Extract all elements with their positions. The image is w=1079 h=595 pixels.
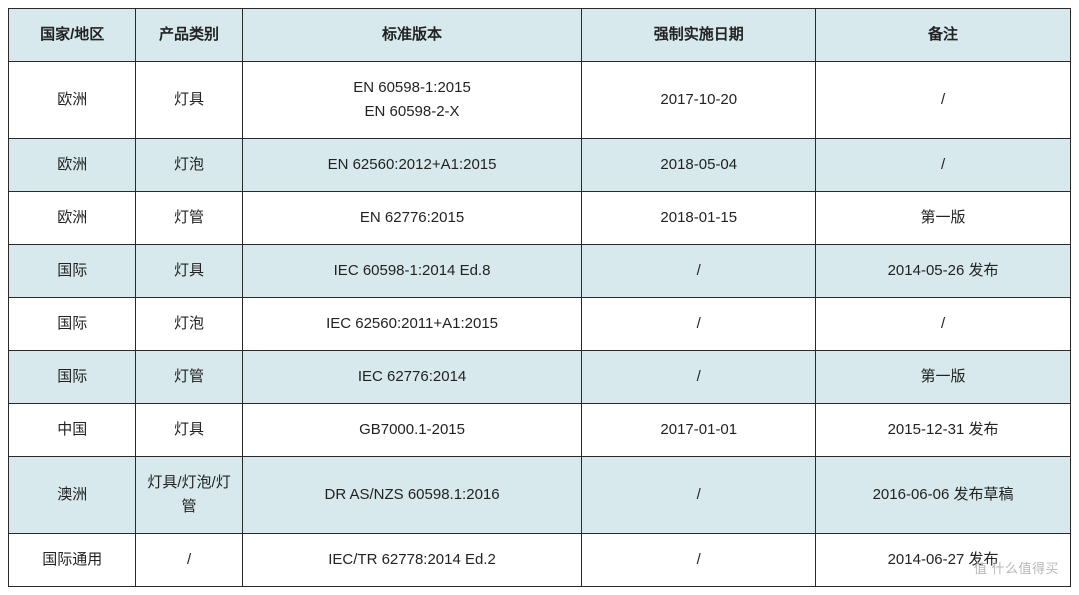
cell-standard: IEC/TR 62778:2014 Ed.2 (242, 534, 582, 587)
cell-date: / (582, 245, 816, 298)
cell-standard: EN 62776:2015 (242, 192, 582, 245)
cell-category: 灯具 (136, 62, 242, 139)
cell-note: 第一版 (816, 351, 1071, 404)
cell-region: 欧洲 (9, 62, 136, 139)
standard-line: IEC/TR 62778:2014 Ed.2 (249, 548, 576, 572)
col-header-note: 备注 (816, 9, 1071, 62)
cell-category: 灯泡 (136, 139, 242, 192)
cell-region: 国际 (9, 298, 136, 351)
table-row: 欧洲灯管 EN 62776:20152018-01-15第一版 (9, 192, 1071, 245)
col-header-standard: 标准版本 (242, 9, 582, 62)
col-header-category: 产品类别 (136, 9, 242, 62)
col-header-region: 国家/地区 (9, 9, 136, 62)
cell-standard: IEC 62776:2014 (242, 351, 582, 404)
cell-standard: EN 60598-1:2015EN 60598-2-X (242, 62, 582, 139)
cell-category: 灯具 (136, 245, 242, 298)
cell-date: / (582, 298, 816, 351)
table-row: 欧洲灯具EN 60598-1:2015EN 60598-2-X2017-10-2… (9, 62, 1071, 139)
table-row: 国际通用/IEC/TR 62778:2014 Ed.2/2014-06-27 发… (9, 534, 1071, 587)
cell-region: 澳洲 (9, 457, 136, 534)
table-row: 中国灯具 GB7000.1-20152017-01-012015-12-31 发布 (9, 404, 1071, 457)
table-body: 欧洲灯具EN 60598-1:2015EN 60598-2-X2017-10-2… (9, 62, 1071, 587)
cell-note: 2014-06-27 发布 (816, 534, 1071, 587)
cell-category: 灯泡 (136, 298, 242, 351)
table-row: 国际灯管 IEC 62776:2014/第一版 (9, 351, 1071, 404)
standard-line: EN 60598-1:2015 (249, 76, 576, 100)
cell-category: 灯管 (136, 192, 242, 245)
cell-region: 欧洲 (9, 139, 136, 192)
table-row: 国际灯具 IEC 60598-1:2014 Ed.8/2014-05-26 发布 (9, 245, 1071, 298)
standard-line: DR AS/NZS 60598.1:2016 (249, 483, 576, 507)
cell-region: 国际 (9, 351, 136, 404)
cell-region: 国际 (9, 245, 136, 298)
cell-category: 灯具 (136, 404, 242, 457)
standard-line: IEC 62776:2014 (249, 365, 576, 389)
cell-standard: IEC 62560:2011+A1:2015 (242, 298, 582, 351)
cell-category: / (136, 534, 242, 587)
table-row: 国际灯泡IEC 62560:2011+A1:2015// (9, 298, 1071, 351)
standard-line: IEC 62560:2011+A1:2015 (249, 312, 576, 336)
cell-date: 2018-01-15 (582, 192, 816, 245)
cell-date: 2018-05-04 (582, 139, 816, 192)
cell-region: 中国 (9, 404, 136, 457)
cell-date: 2017-10-20 (582, 62, 816, 139)
standard-line: EN 62560:2012+A1:2015 (249, 153, 576, 177)
cell-note: / (816, 62, 1071, 139)
cell-date: / (582, 351, 816, 404)
standard-line: EN 60598-2-X (249, 100, 576, 124)
cell-standard: GB7000.1-2015 (242, 404, 582, 457)
table-row: 欧洲灯泡 EN 62560:2012+A1:20152018-05-04/ (9, 139, 1071, 192)
cell-note: 2014-05-26 发布 (816, 245, 1071, 298)
standard-line: EN 62776:2015 (249, 206, 576, 230)
cell-category: 灯具/灯泡/灯管 (136, 457, 242, 534)
standard-line: IEC 60598-1:2014 Ed.8 (249, 259, 576, 283)
standards-table: 国家/地区 产品类别 标准版本 强制实施日期 备注 欧洲灯具EN 60598-1… (8, 8, 1071, 587)
table-row: 澳洲灯具/灯泡/灯管 DR AS/NZS 60598.1:2016/2016-06… (9, 457, 1071, 534)
cell-date: / (582, 457, 816, 534)
cell-note: / (816, 298, 1071, 351)
col-header-date: 强制实施日期 (582, 9, 816, 62)
cell-standard: EN 62560:2012+A1:2015 (242, 139, 582, 192)
cell-note: 2016-06-06 发布草稿 (816, 457, 1071, 534)
standard-line: GB7000.1-2015 (249, 418, 576, 442)
table-container: 国家/地区 产品类别 标准版本 强制实施日期 备注 欧洲灯具EN 60598-1… (8, 8, 1071, 587)
cell-region: 国际通用 (9, 534, 136, 587)
cell-date: / (582, 534, 816, 587)
cell-category: 灯管 (136, 351, 242, 404)
cell-note: 2015-12-31 发布 (816, 404, 1071, 457)
cell-note: 第一版 (816, 192, 1071, 245)
cell-standard: DR AS/NZS 60598.1:2016 (242, 457, 582, 534)
cell-region: 欧洲 (9, 192, 136, 245)
cell-date: 2017-01-01 (582, 404, 816, 457)
cell-standard: IEC 60598-1:2014 Ed.8 (242, 245, 582, 298)
table-header-row: 国家/地区 产品类别 标准版本 强制实施日期 备注 (9, 9, 1071, 62)
cell-note: / (816, 139, 1071, 192)
